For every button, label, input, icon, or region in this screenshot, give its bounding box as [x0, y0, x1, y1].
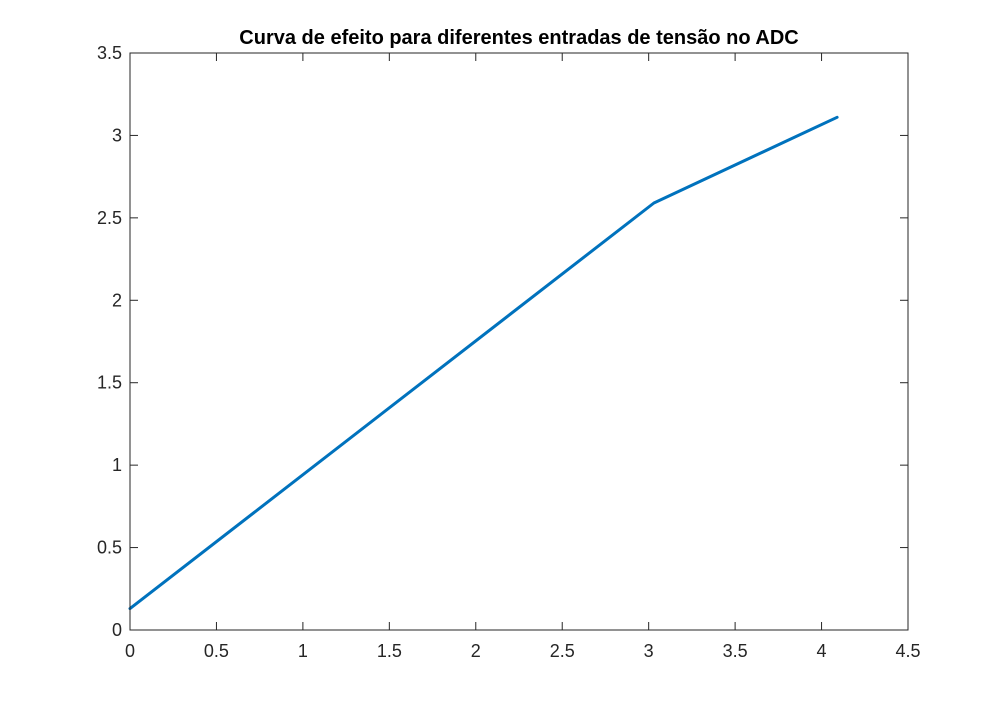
- x-tick-label: 2.5: [550, 641, 575, 661]
- y-tick-label: 1.5: [97, 373, 122, 393]
- y-tick-label: 3: [112, 125, 122, 145]
- y-tick-label: 0.5: [97, 538, 122, 558]
- axes-box: [129, 52, 909, 631]
- x-tick-label: 1.5: [377, 641, 402, 661]
- y-tick-label: 3.5: [97, 43, 122, 63]
- x-tick-label: 0.5: [204, 641, 229, 661]
- x-tick-label: 2: [471, 641, 481, 661]
- series-layer: [128, 115, 839, 611]
- x-tick-label: 1: [298, 641, 308, 661]
- y-tick-label: 2.5: [97, 208, 122, 228]
- series-line: [128, 115, 839, 611]
- y-tick-label: 1: [112, 455, 122, 475]
- plot-area: [130, 53, 908, 630]
- x-tick-label: 3.5: [723, 641, 748, 661]
- x-tick-label: 4.5: [895, 641, 920, 661]
- x-tick-label: 3: [644, 641, 654, 661]
- x-tick-label: 4: [817, 641, 827, 661]
- x-tick-label: 0: [125, 641, 135, 661]
- y-tick-label: 2: [112, 290, 122, 310]
- axis-ticks: 0 0.5 1 1.5 2 2.5 3 3.5 4 4.5 0 0.5 1 1.5 2 2.5 3 3.5: [97, 43, 921, 661]
- chart-title: Curva de efeito para diferentes entradas…: [239, 27, 798, 49]
- y-tick-label: 0: [112, 620, 122, 640]
